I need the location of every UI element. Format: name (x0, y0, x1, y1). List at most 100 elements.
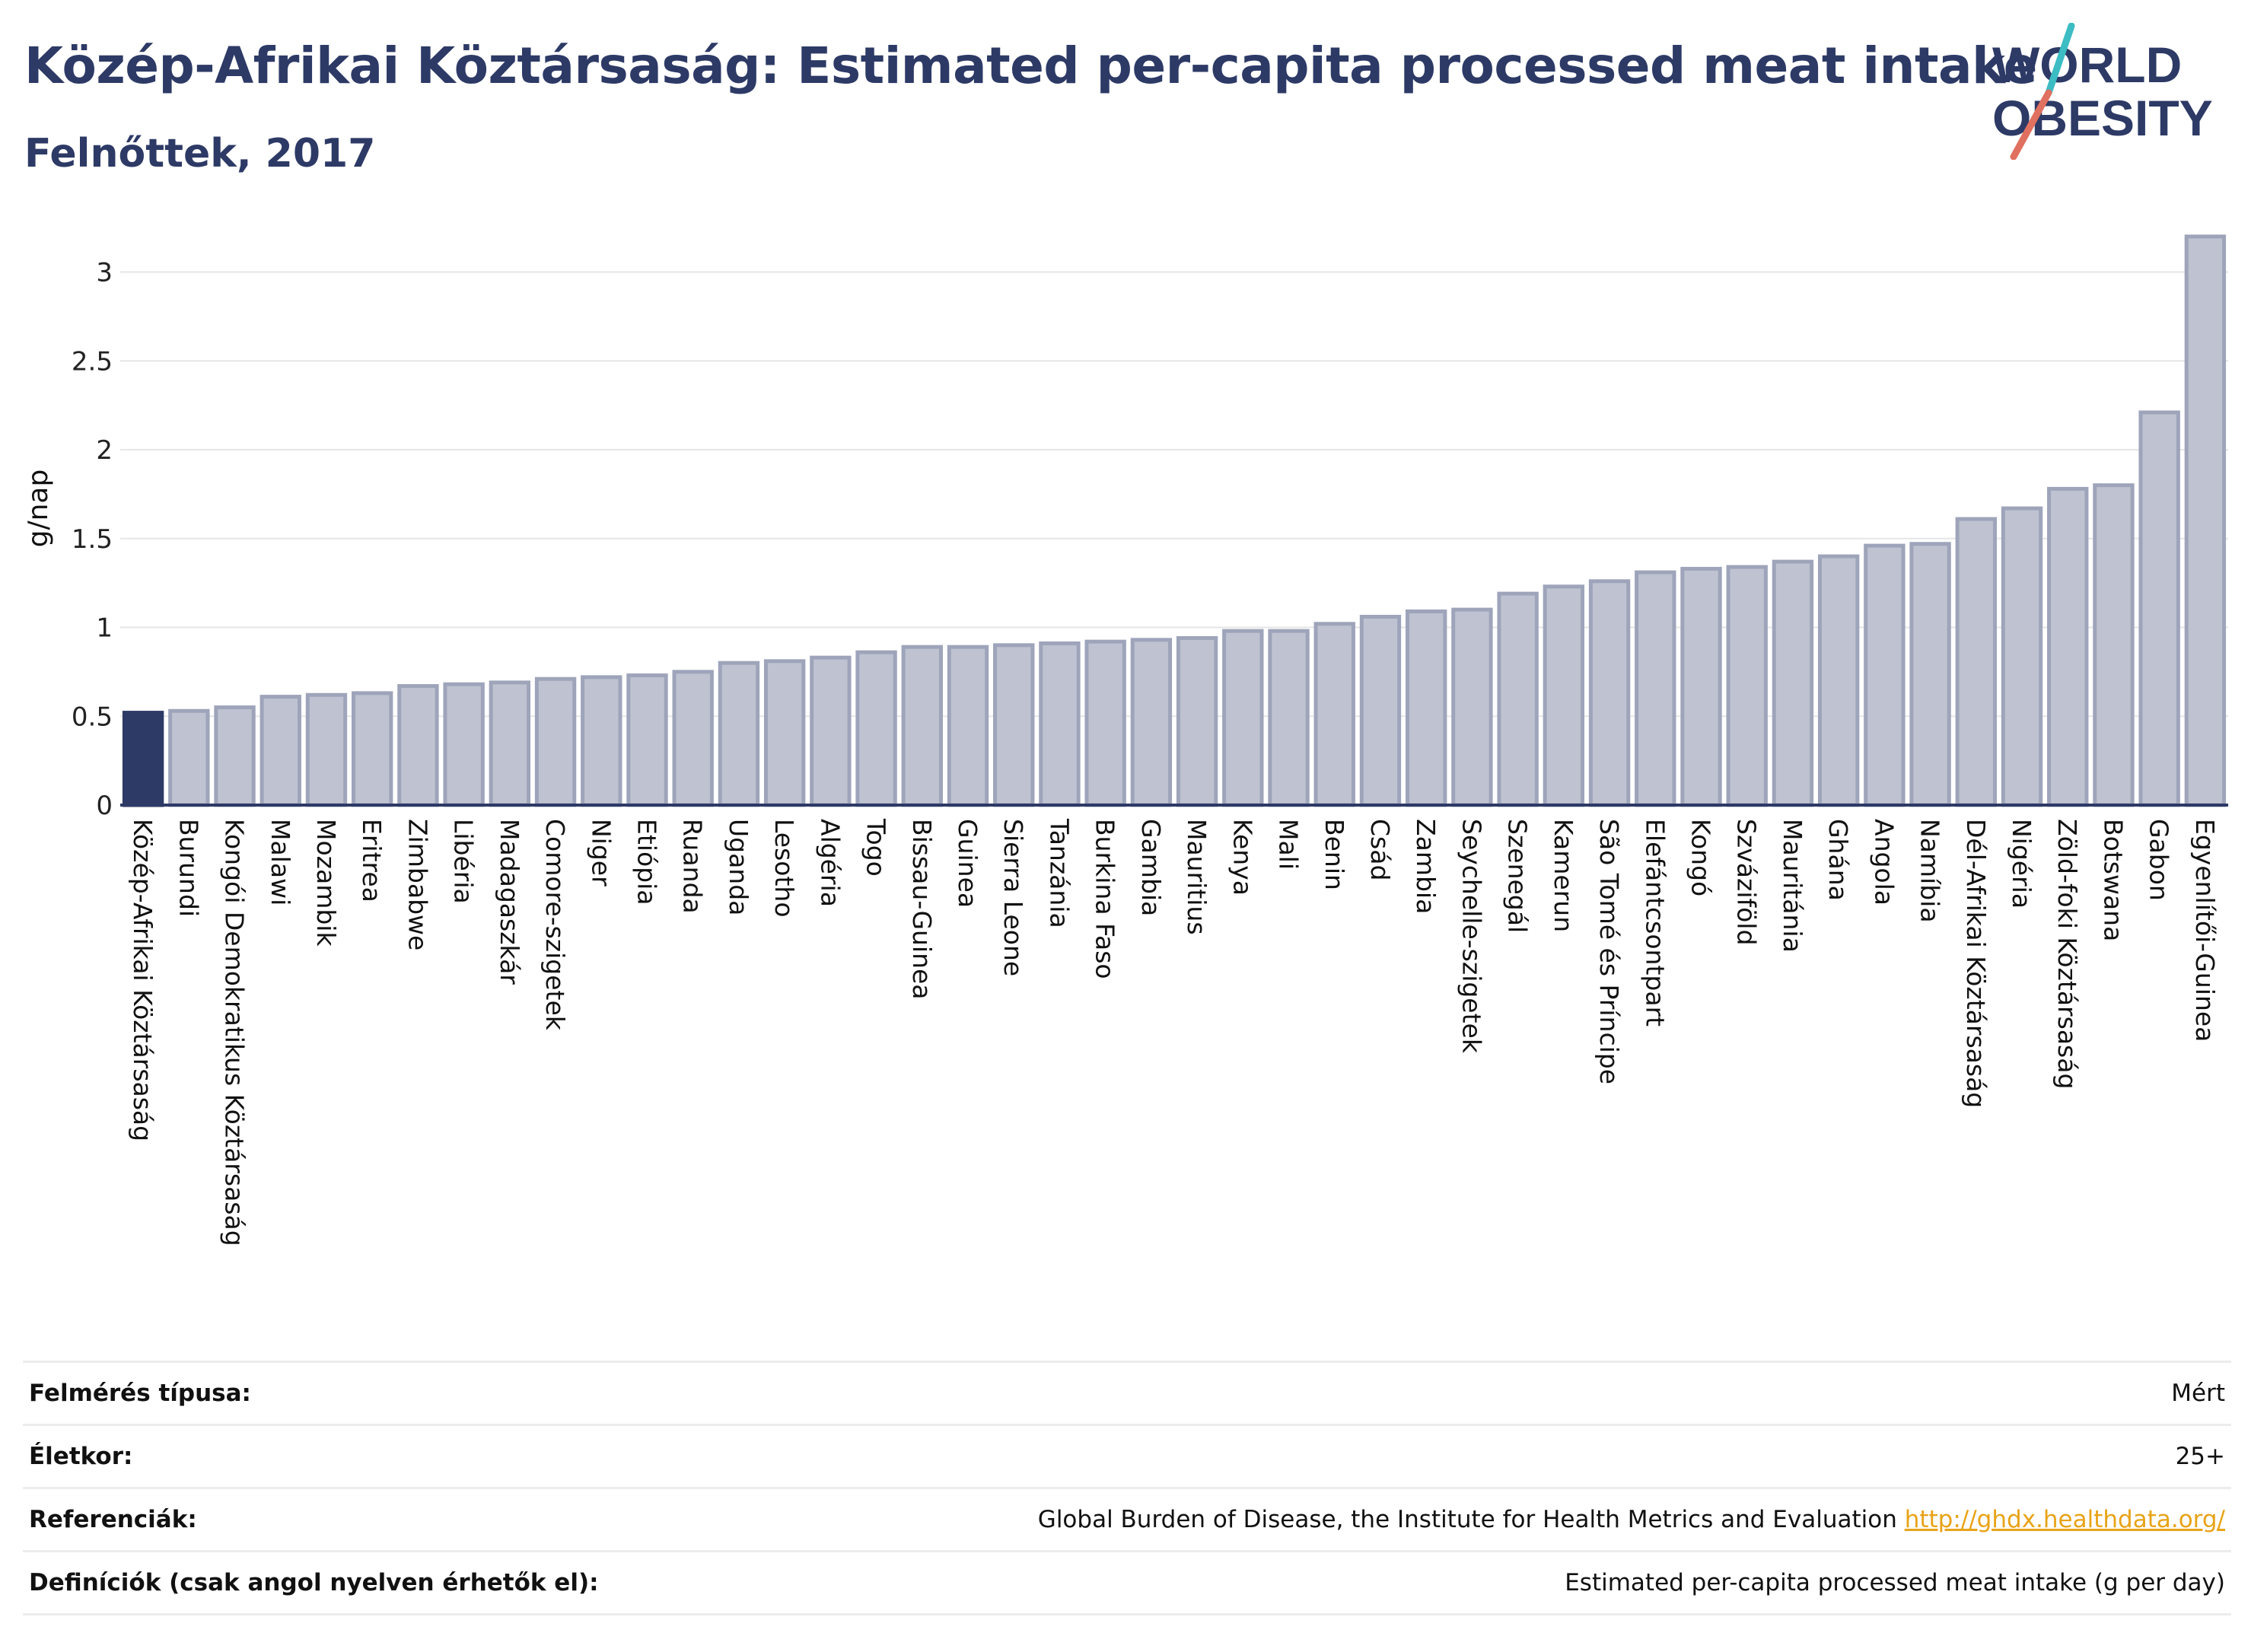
bar (1359, 614, 1402, 807)
y-tick-labels: 0 0.5 1 1.5 2 2.5 3 (72, 258, 113, 822)
x-tick-label: Eritrea (357, 819, 387, 902)
x-tick-label: Zöld-foki Köztársaság (2052, 819, 2082, 1089)
bar (1222, 629, 1264, 807)
bar (672, 670, 714, 807)
x-tick-label: São Tomé és Príncipe (1594, 819, 1624, 1084)
x-tick-label: Guinea (953, 819, 982, 908)
bar (2047, 486, 2089, 807)
bar (443, 682, 485, 807)
x-tick-label: Seychelle-szigetek (1457, 819, 1486, 1054)
bar (305, 692, 348, 807)
metadata-label: Definíciók (csak angol nyelven érhetők e… (23, 1550, 744, 1615)
x-tick-label: Botswana (2098, 819, 2128, 941)
x-tick-label: Comore-szigetek (540, 819, 570, 1031)
x-tick-label: Nigéria (2007, 819, 2036, 909)
bar (993, 643, 1035, 807)
bar (810, 655, 852, 807)
x-tick-label: Libéria (449, 819, 479, 904)
metadata-table: Felmérés típusa: Mért Életkor: 25+ Referenci… (23, 1361, 2231, 1615)
bar (1406, 609, 1447, 807)
bar (352, 691, 393, 807)
x-tick-label: Dél-Afrikai Köztársaság (1961, 819, 1991, 1108)
metadata-value-text: Global Burden of Disease, the Institute … (1037, 1506, 1897, 1533)
x-tick-label: Kongó (1686, 819, 1716, 896)
x-tick-label: Uganda (724, 819, 753, 915)
bar (1084, 639, 1126, 807)
x-tick-label: Zimbabwe (403, 819, 432, 950)
metadata-value: 25+ (743, 1424, 2231, 1488)
bar (122, 711, 164, 807)
bar (1313, 622, 1355, 807)
x-tick-label: Ghána (1823, 819, 1853, 901)
x-tick-label: Ruanda (678, 819, 708, 914)
x-tick-label: Gabon (2144, 819, 2174, 901)
bar (718, 660, 760, 807)
x-tick-label: Mauritius (1182, 819, 1211, 935)
logo-slash-bottom-icon (2010, 89, 2052, 160)
bar (1497, 591, 1539, 807)
x-tick-labels: Közép-Afrikai Köztársaság Burundi Kongói D… (128, 818, 2220, 1246)
bar (1039, 641, 1081, 807)
bar (626, 673, 668, 807)
y-tick-label: 2 (96, 435, 113, 466)
x-tick-label: Burundi (174, 819, 203, 917)
bar (1451, 607, 1493, 807)
y-tick-label: 0.5 (72, 702, 113, 732)
metadata-row: Életkor: 25+ (23, 1424, 2231, 1488)
x-tick-label: Mozambik (311, 819, 341, 947)
x-tick-label: Lesotho (769, 819, 799, 918)
bars (122, 234, 2227, 807)
metadata-value-text: 25+ (2175, 1443, 2225, 1470)
bar (489, 680, 531, 807)
bar (168, 708, 210, 807)
metadata-value: Global Burden of Disease, the Institute … (743, 1487, 2231, 1552)
bar-chart: 0 0.5 1 1.5 2 2.5 3 Közép-Afrikai Köztársaság B… (23, 234, 2228, 1246)
bar (1680, 566, 1722, 807)
x-tick-label: Mauritánia (1778, 819, 1807, 953)
x-tick-label: Etiópia (632, 819, 662, 906)
bar (2001, 506, 2043, 807)
y-axis-label: g/nap (23, 469, 54, 548)
x-tick-label: Gambia (1136, 819, 1166, 916)
bar (1817, 554, 1860, 807)
metadata-label: Felmérés típusa: (23, 1361, 744, 1425)
bar (1130, 638, 1173, 807)
bar (2184, 234, 2227, 807)
x-tick-label: Szenegál (1503, 819, 1533, 933)
bar (1268, 629, 1310, 807)
x-tick-label: Togo (861, 818, 891, 877)
bar (947, 645, 989, 807)
x-tick-label: Bissau-Guinea (907, 819, 937, 1000)
reference-link[interactable]: http://ghdx.healthdata.org/ (1904, 1506, 2225, 1533)
metadata-value-text: Estimated per-capita processed meat inta… (1565, 1569, 2225, 1596)
bar (1176, 636, 1218, 807)
metadata-row: Definíciók (csak angol nyelven érhetők e… (23, 1550, 2231, 1615)
x-tick-label: Benin (1320, 819, 1349, 890)
bar (763, 659, 806, 807)
bar (1864, 543, 1906, 807)
metadata-value-text: Mért (2171, 1380, 2225, 1407)
y-tick-label: 3 (96, 258, 113, 288)
metadata-value: Estimated per-capita processed meat inta… (743, 1550, 2231, 1615)
x-tick-label: Elefántcsontpart (1640, 819, 1670, 1027)
x-tick-label: Zambia (1411, 819, 1441, 914)
x-tick-label: Angola (1869, 819, 1899, 906)
bar (214, 705, 256, 807)
bar (1543, 584, 1585, 807)
bar (1588, 579, 1631, 807)
x-tick-label: Kongói Demokratikus Köztársaság (220, 819, 250, 1246)
bar (901, 645, 943, 807)
metadata-value: Mért (743, 1361, 2231, 1425)
page-subtitle: Felnőttek, 2017 (24, 131, 376, 177)
x-tick-label: Namíbia (1915, 819, 1945, 923)
world-obesity-logo: WORLD OBESITY (1992, 23, 2213, 160)
x-tick-label: Burkina Faso (1090, 819, 1120, 979)
logo-slash-top-icon (2045, 23, 2075, 97)
bar (259, 695, 301, 807)
bar (534, 676, 577, 807)
x-tick-label: Niger (586, 819, 616, 886)
metadata-label: Életkor: (23, 1424, 744, 1488)
bar (1909, 542, 1951, 807)
y-tick-label: 1 (96, 613, 113, 644)
metadata-row: Referenciák: Global Burden of Disease, th… (23, 1487, 2231, 1552)
